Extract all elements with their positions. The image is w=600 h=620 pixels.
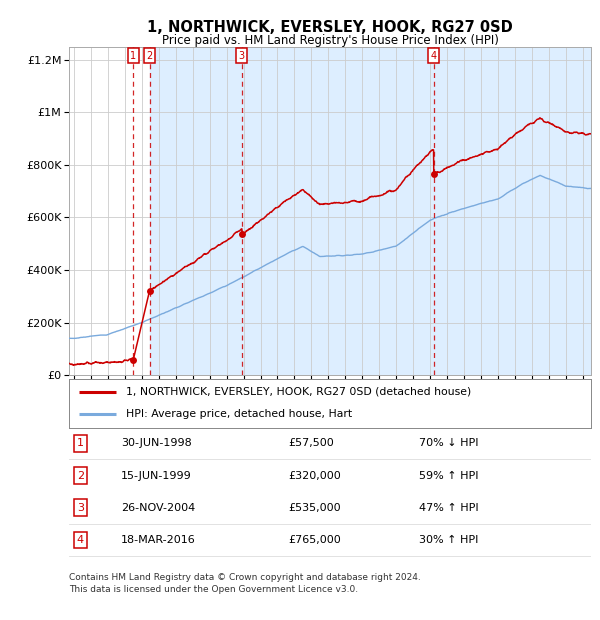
Text: 18-MAR-2016: 18-MAR-2016	[121, 535, 196, 545]
Text: Price paid vs. HM Land Registry's House Price Index (HPI): Price paid vs. HM Land Registry's House …	[161, 34, 499, 47]
Text: 1, NORTHWICK, EVERSLEY, HOOK, RG27 0SD (detached house): 1, NORTHWICK, EVERSLEY, HOOK, RG27 0SD (…	[127, 386, 472, 397]
Text: Contains HM Land Registry data © Crown copyright and database right 2024.
This d: Contains HM Land Registry data © Crown c…	[69, 573, 421, 594]
Text: HPI: Average price, detached house, Hart: HPI: Average price, detached house, Hart	[127, 409, 353, 419]
Text: 2: 2	[77, 471, 84, 480]
Text: 47% ↑ HPI: 47% ↑ HPI	[419, 503, 478, 513]
Text: 15-JUN-1999: 15-JUN-1999	[121, 471, 192, 480]
Text: 1, NORTHWICK, EVERSLEY, HOOK, RG27 0SD: 1, NORTHWICK, EVERSLEY, HOOK, RG27 0SD	[147, 20, 513, 35]
Text: £57,500: £57,500	[288, 438, 334, 448]
Bar	[149, 46, 591, 375]
Text: 2: 2	[146, 51, 152, 61]
Text: 4: 4	[430, 51, 437, 61]
Text: £535,000: £535,000	[288, 503, 341, 513]
Text: 59% ↑ HPI: 59% ↑ HPI	[419, 471, 478, 480]
Text: 3: 3	[77, 503, 84, 513]
Text: 1: 1	[77, 438, 84, 448]
Text: 3: 3	[239, 51, 245, 61]
Text: £320,000: £320,000	[288, 471, 341, 480]
Text: 1: 1	[130, 51, 136, 61]
Text: 30% ↑ HPI: 30% ↑ HPI	[419, 535, 478, 545]
Text: 4: 4	[77, 535, 84, 545]
Text: 30-JUN-1998: 30-JUN-1998	[121, 438, 192, 448]
Text: 26-NOV-2004: 26-NOV-2004	[121, 503, 196, 513]
Text: £765,000: £765,000	[288, 535, 341, 545]
Text: 70% ↓ HPI: 70% ↓ HPI	[419, 438, 478, 448]
